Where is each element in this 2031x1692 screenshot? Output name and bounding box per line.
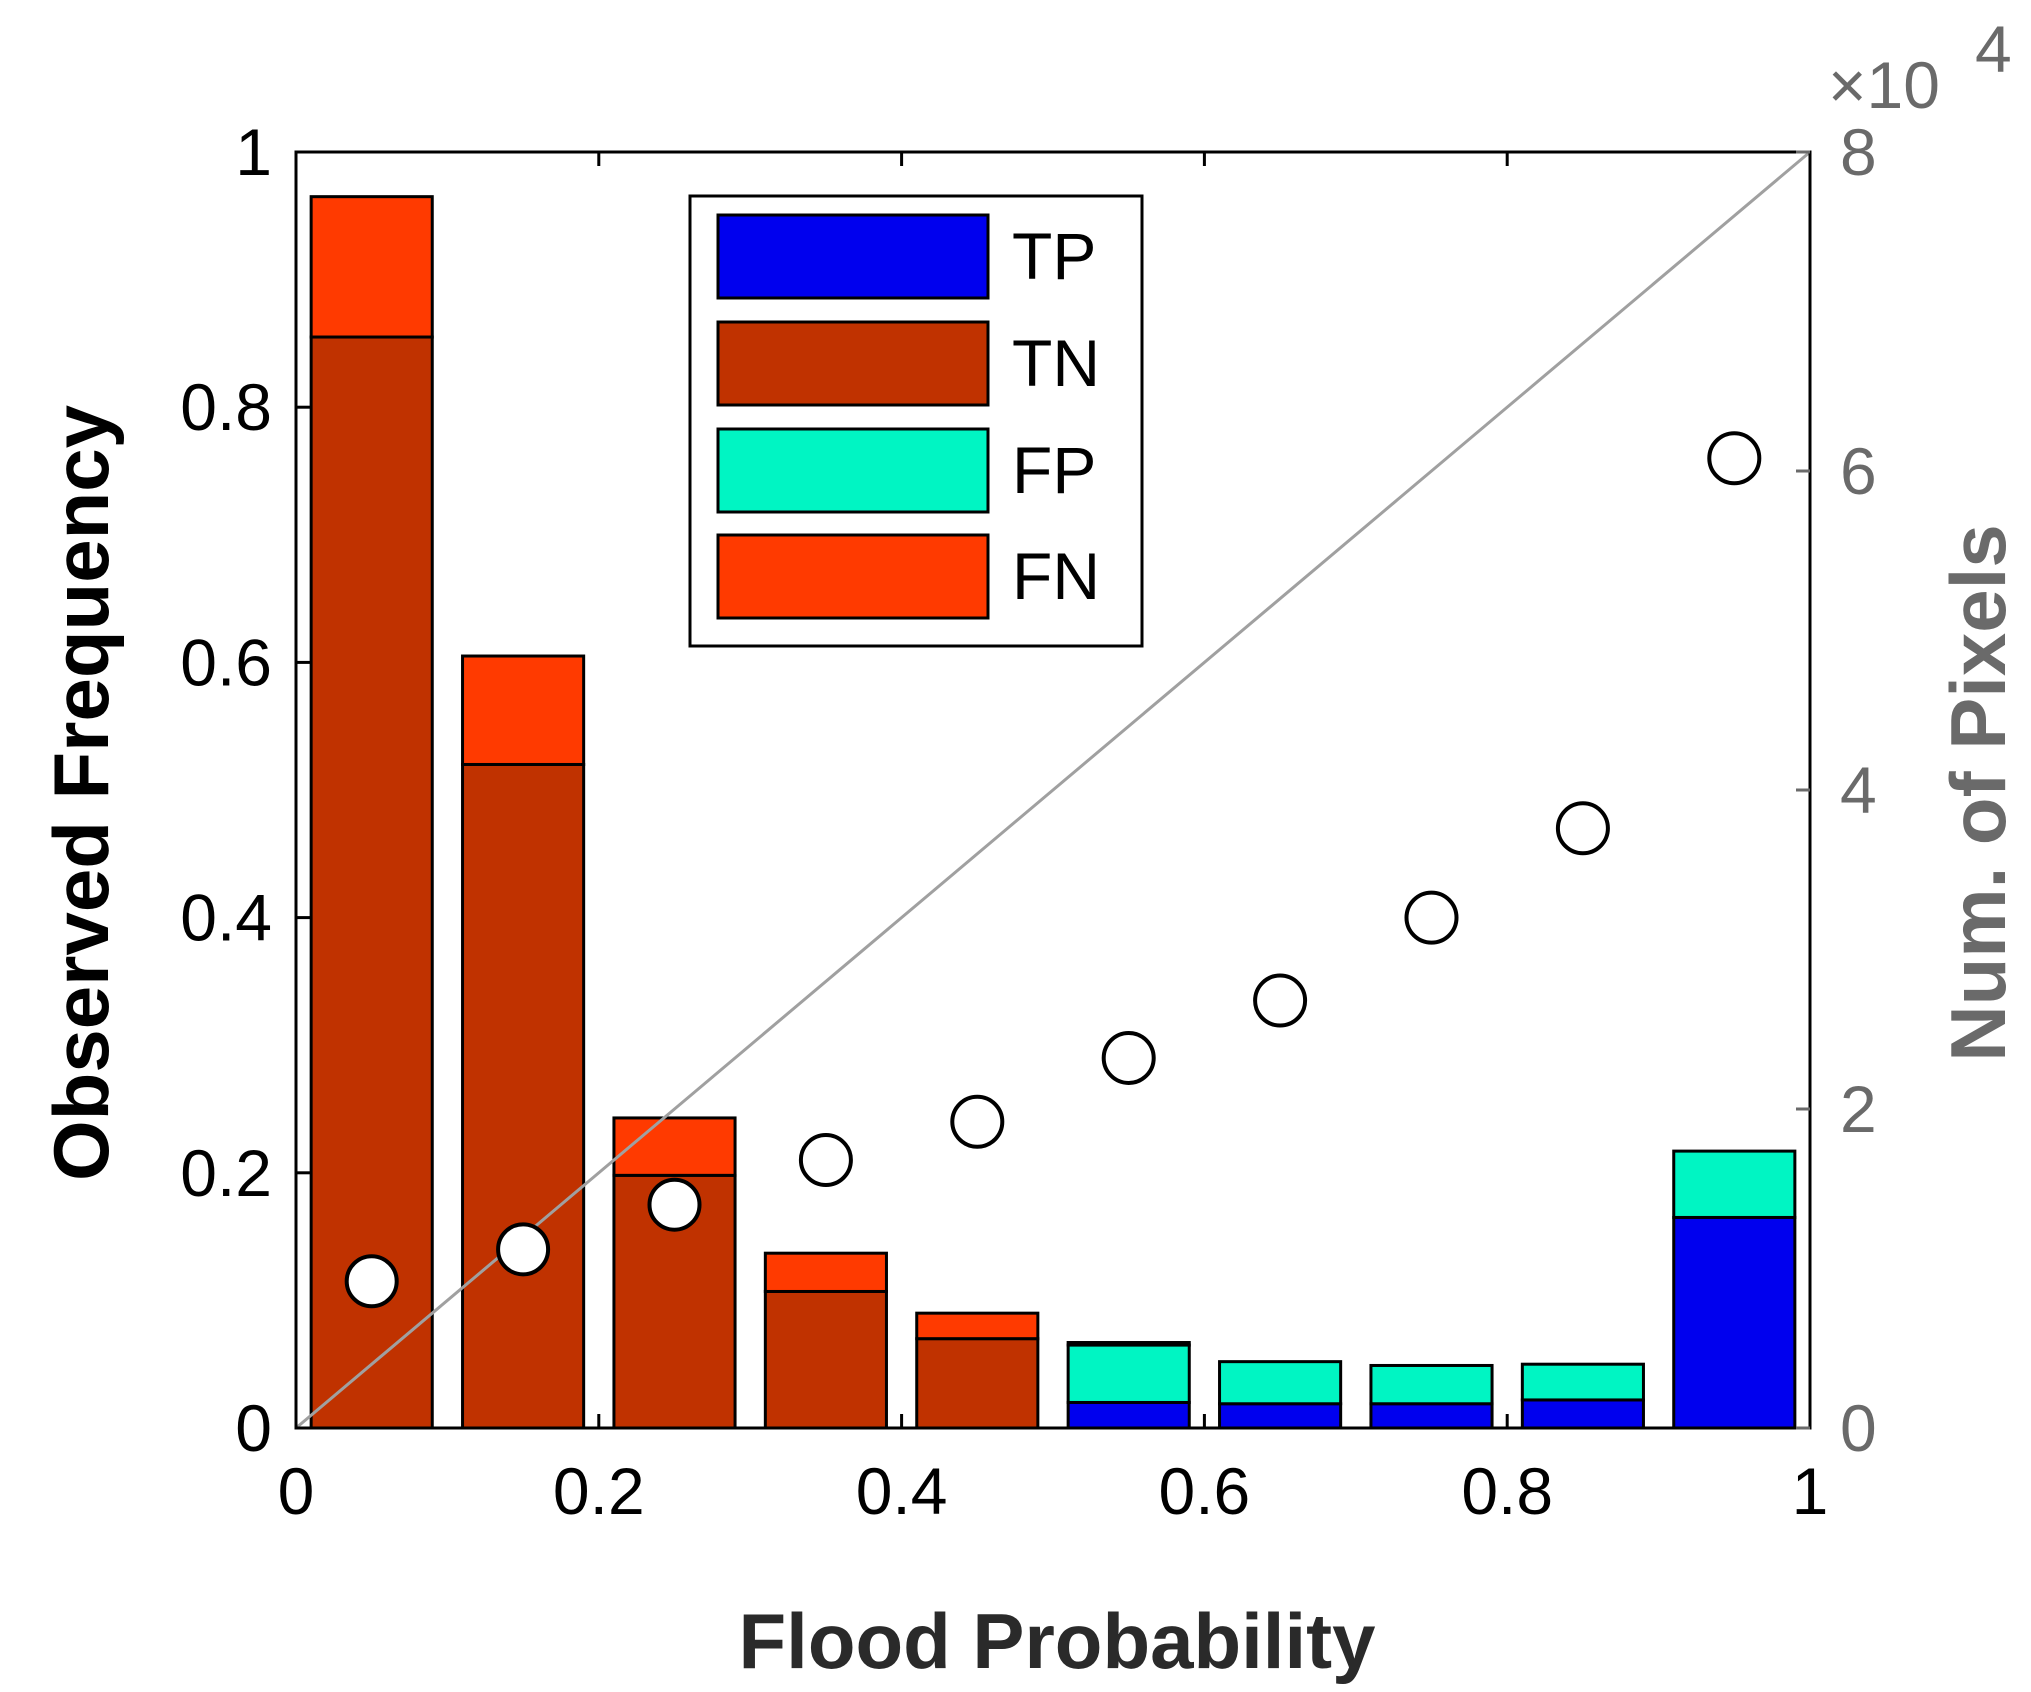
bar-fn-3 bbox=[763, 1251, 888, 1293]
bar-tp-7 bbox=[1369, 1402, 1494, 1430]
bar-tn-3 bbox=[763, 1289, 888, 1430]
bar-fp-7 bbox=[1369, 1363, 1494, 1406]
legend-label-fp: FP bbox=[1012, 433, 1096, 507]
x-tick-label: 1 bbox=[1792, 1454, 1829, 1528]
y-axis-right-label: Num. of Pixels bbox=[1934, 524, 2022, 1061]
bar-tp-6 bbox=[1218, 1402, 1343, 1430]
y-left-tick-label: 0.2 bbox=[180, 1136, 272, 1210]
bar-fn-0 bbox=[309, 195, 434, 339]
bar-fn-4 bbox=[915, 1311, 1040, 1341]
x-tick-label: 0.8 bbox=[1461, 1454, 1553, 1528]
exponent-text: 4 bbox=[1975, 12, 2012, 86]
y-right-tick-label: 8 bbox=[1840, 115, 1877, 189]
bar-tp-9 bbox=[1672, 1215, 1797, 1430]
x-tick-label: 0 bbox=[278, 1454, 315, 1528]
bar-fn-2 bbox=[612, 1116, 737, 1177]
legend-label-tn: TN bbox=[1012, 326, 1100, 400]
y-left-tick-label: 0 bbox=[235, 1391, 272, 1465]
scatter-point-3 bbox=[798, 1133, 853, 1188]
bar-tp-8 bbox=[1520, 1398, 1645, 1430]
bar-fn-1 bbox=[461, 654, 586, 766]
y-right-tick-label: 4 bbox=[1840, 753, 1877, 827]
scatter-point-9 bbox=[1707, 431, 1762, 486]
x-tick-label: 0.4 bbox=[856, 1454, 948, 1528]
y-left-tick-label: 1 bbox=[235, 115, 272, 189]
scatter-point-8 bbox=[1555, 801, 1610, 856]
bar-fp-5 bbox=[1066, 1343, 1191, 1404]
y-right-tick-label: 0 bbox=[1840, 1391, 1877, 1465]
right-axis-exponent: ×10 4 bbox=[1828, 12, 2012, 122]
y-right-tick-label: 2 bbox=[1840, 1072, 1877, 1146]
bar-tn-0 bbox=[309, 335, 434, 1430]
scatter-points bbox=[344, 431, 1762, 1309]
legend-swatch-tp bbox=[716, 213, 990, 300]
y-right-tick-label: 6 bbox=[1840, 434, 1877, 508]
scatter-point-7 bbox=[1404, 890, 1459, 945]
x-tick-label: 0.2 bbox=[553, 1454, 645, 1528]
scatter-point-4 bbox=[950, 1094, 1005, 1149]
bar-tn-1 bbox=[461, 762, 586, 1430]
bar-tn-4 bbox=[915, 1337, 1040, 1430]
legend-label-fn: FN bbox=[1012, 539, 1100, 613]
bar-fp-9 bbox=[1672, 1149, 1797, 1219]
legend-label-tp: TP bbox=[1012, 219, 1096, 293]
scatter-point-1 bbox=[496, 1222, 551, 1277]
y-left-tick-label: 0.4 bbox=[180, 881, 272, 955]
diagonal-reference-line bbox=[295, 150, 1811, 1430]
bar-fp-8 bbox=[1520, 1362, 1645, 1402]
y-left-tick-label: 0.6 bbox=[180, 625, 272, 699]
scatter-point-0 bbox=[344, 1254, 399, 1309]
scatter-point-5 bbox=[1101, 1030, 1156, 1085]
multiplier-text: ×10 bbox=[1828, 48, 1940, 122]
scatter-point-6 bbox=[1253, 973, 1308, 1028]
legend-swatch-fn bbox=[716, 533, 990, 620]
bar-fn-5 bbox=[1066, 1341, 1191, 1347]
y-left-tick-label: 0.8 bbox=[180, 370, 272, 444]
legend-swatch-fp bbox=[716, 427, 990, 514]
scatter-point-2 bbox=[647, 1177, 702, 1232]
legend-swatch-tn bbox=[716, 320, 990, 407]
x-tick-label: 0.6 bbox=[1159, 1454, 1251, 1528]
x-axis-label: Flood Probability bbox=[739, 1597, 1376, 1685]
stacked-bars bbox=[309, 195, 1797, 1430]
bar-fp-6 bbox=[1218, 1360, 1343, 1406]
bar-tp-5 bbox=[1066, 1400, 1191, 1430]
legend: TP TN FP FN bbox=[688, 194, 1144, 648]
y-axis-left-label: Observed Frequency bbox=[37, 405, 125, 1181]
